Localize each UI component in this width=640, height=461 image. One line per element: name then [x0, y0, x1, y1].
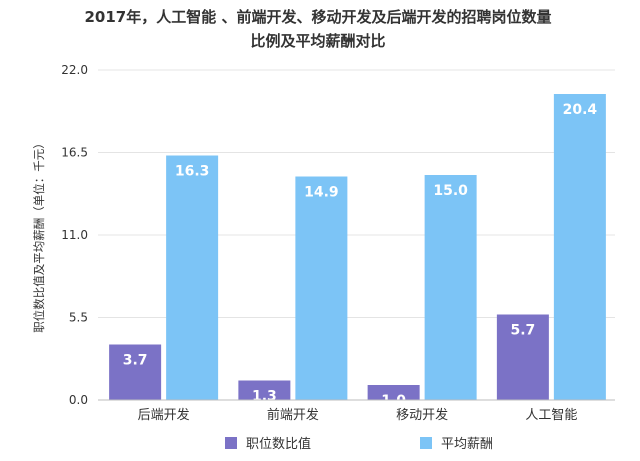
- x-tick-label: 后端开发: [138, 407, 190, 423]
- legend-label: 职位数比值: [246, 436, 311, 452]
- legend: 职位数比值 平均薪酬: [225, 436, 493, 452]
- chart-title-line-1: 2017年，人工智能 、前端开发、移动开发及后端开发的招聘岗位数量: [85, 8, 552, 26]
- legend-swatch: [225, 437, 237, 449]
- axes: 0.0 5.5 11.0 16.5 22.0 后端开发 前端开发 移动开发 人工智能: [61, 63, 615, 423]
- bar-job-ratio: [109, 344, 162, 400]
- data-label: 3.7: [123, 353, 148, 369]
- data-label: 5.7: [510, 323, 535, 339]
- y-tick-label: 11.0: [61, 228, 88, 242]
- x-tick-label: 前端开发: [267, 407, 319, 423]
- x-tick-label: 人工智能: [525, 408, 577, 423]
- bar-job-ratio: [496, 314, 549, 400]
- x-tick-label: 移动开发: [396, 407, 448, 423]
- chart-title-line-2: 比例及平均薪酬对比: [250, 32, 385, 50]
- bar-avg-salary: [166, 155, 219, 400]
- data-label: 20.4: [563, 102, 598, 118]
- bar-avg-salary: [553, 94, 606, 400]
- data-label: 1.3: [252, 389, 277, 405]
- data-label: 14.9: [304, 185, 339, 201]
- y-tick-label: 16.5: [61, 146, 88, 160]
- data-label: 15.0: [433, 183, 468, 199]
- y-tick-label: 0.0: [69, 393, 88, 407]
- bar-job-ratio: [238, 380, 291, 400]
- data-label: 1.0: [381, 393, 406, 409]
- legend-label: 平均薪酬: [441, 437, 493, 452]
- data-label: 16.3: [175, 164, 210, 180]
- bar-avg-salary: [424, 175, 477, 400]
- chart-title: 2017年，人工智能 、前端开发、移动开发及后端开发的招聘岗位数量 比例及平均薪…: [85, 8, 552, 50]
- bars: 3.7 16.3 1.3 14.9 1.0 15.0 5.7 20.4: [109, 94, 606, 409]
- y-tick-label: 5.5: [69, 311, 88, 325]
- y-tick-label: 22.0: [61, 63, 88, 77]
- y-axis-label: 职位数比值及平均薪酬（单位：千元）: [32, 137, 46, 333]
- bar-avg-salary: [295, 176, 348, 400]
- legend-swatch: [420, 437, 432, 449]
- bar-job-ratio: [367, 385, 420, 400]
